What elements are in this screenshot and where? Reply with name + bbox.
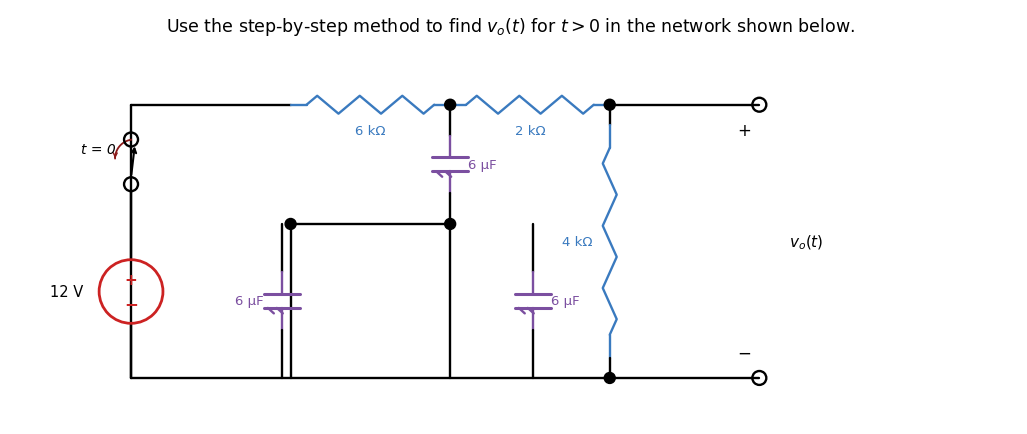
Text: 2 kΩ: 2 kΩ (515, 124, 545, 137)
Circle shape (286, 219, 296, 230)
Text: +: + (737, 121, 752, 139)
Text: 4 kΩ: 4 kΩ (563, 235, 593, 248)
Text: −: − (737, 344, 752, 362)
Text: $v_o(t)$: $v_o(t)$ (790, 233, 824, 251)
Text: 6 kΩ: 6 kΩ (355, 124, 385, 137)
Text: 12 V: 12 V (50, 284, 83, 299)
Circle shape (445, 100, 456, 111)
Text: Use the step-by-step method to find $v_o(t)$ for $t > 0$ in the network shown be: Use the step-by-step method to find $v_o… (165, 16, 854, 38)
Text: 6 μF: 6 μF (468, 158, 497, 171)
Circle shape (604, 373, 615, 384)
Text: 6 μF: 6 μF (550, 295, 579, 308)
Text: −: − (124, 295, 138, 313)
Text: t = 0: t = 0 (81, 143, 116, 157)
Circle shape (445, 219, 456, 230)
Circle shape (604, 100, 615, 111)
Text: 6 μF: 6 μF (235, 295, 264, 308)
Text: +: + (124, 273, 138, 287)
